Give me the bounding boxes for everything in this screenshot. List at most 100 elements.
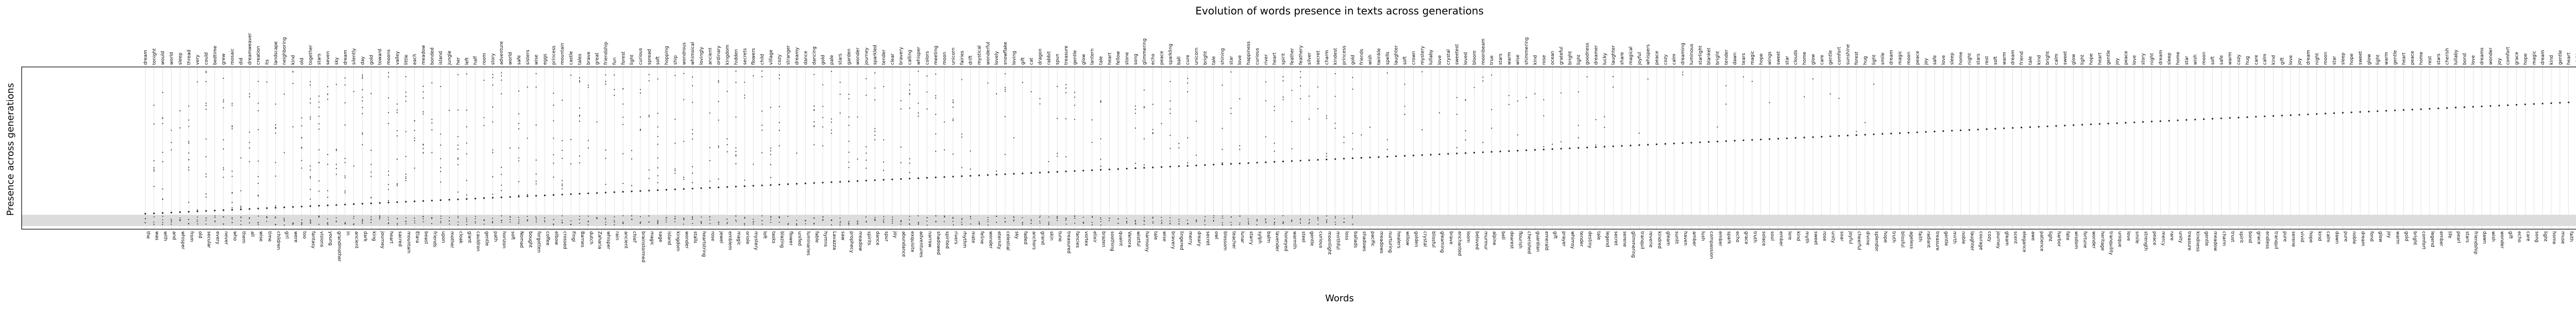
first-appearance-point [579, 193, 581, 195]
early-point [587, 221, 589, 222]
presence-point [1004, 116, 1006, 117]
presence-point [1265, 136, 1266, 138]
bottom-tick-label: prayer [1561, 231, 1566, 247]
presence-point [1230, 71, 1232, 73]
early-point [726, 218, 728, 220]
early-point [1074, 216, 1076, 217]
top-tick-label: child [760, 54, 765, 65]
top-tick-label: light [2080, 55, 2086, 65]
first-appearance-point [1160, 166, 1163, 168]
first-appearance-point [1655, 143, 1658, 145]
first-appearance-point [1873, 133, 1875, 135]
bottom-tick-label: grand [1040, 231, 1045, 245]
bottom-tick-label: calm [2326, 231, 2331, 243]
early-point [275, 216, 276, 218]
presence-point [518, 113, 520, 115]
early-point [1056, 217, 1058, 218]
presence-point [197, 209, 198, 211]
top-tick-label: joyful [1637, 52, 1642, 65]
early-point [1352, 217, 1353, 219]
presence-point [518, 157, 520, 159]
top-tick-label: night [2575, 53, 2576, 65]
top-tick-label: love [2471, 55, 2476, 65]
top-tick-label: sweet [2063, 51, 2068, 65]
bottom-tick-label: crossed [562, 231, 567, 249]
presence-point [1222, 128, 1223, 129]
early-point [1152, 217, 1154, 219]
early-point [1213, 215, 1215, 217]
presence-point [387, 184, 389, 185]
presence-point [1300, 77, 1301, 78]
presence-point [501, 75, 502, 77]
first-appearance-point [240, 208, 242, 211]
presence-point [501, 166, 502, 168]
bottom-tick-label: pacific [1370, 231, 1375, 246]
top-tick-label: silently [352, 48, 357, 65]
early-point [266, 217, 267, 218]
presence-point [1517, 100, 1518, 102]
top-tick-label: very [195, 54, 200, 65]
early-point [301, 219, 302, 220]
presence-point [387, 188, 389, 191]
first-appearance-point [926, 177, 928, 179]
presence-point [605, 158, 606, 159]
presence-point [648, 169, 650, 171]
presence-point [848, 116, 850, 118]
early-point [1022, 221, 1024, 223]
presence-point [579, 77, 581, 79]
presence-point [1178, 147, 1180, 149]
first-appearance-point [344, 203, 346, 205]
presence-point [335, 83, 337, 85]
bottom-tick-label: dawn [2482, 231, 2487, 244]
early-point [1308, 223, 1310, 225]
presence-point [1074, 118, 1076, 121]
presence-point [1404, 106, 1405, 107]
early-point [422, 215, 424, 217]
first-appearance-point [1169, 165, 1171, 168]
top-tick-label: grace [2515, 52, 2520, 65]
presence-point [761, 70, 763, 72]
bottom-tick-label: meadow [2212, 231, 2217, 251]
presence-point [1334, 123, 1336, 124]
presence-point [223, 107, 224, 109]
bottom-tick-label: vortex [1083, 231, 1089, 246]
presence-point [318, 149, 320, 150]
presence-point [848, 167, 850, 168]
top-tick-label: love [1437, 55, 1443, 65]
early-point [544, 217, 546, 219]
first-appearance-point [2325, 112, 2327, 115]
first-appearance-point [1769, 138, 1771, 140]
presence-point [1170, 81, 1171, 82]
first-appearance-point [300, 205, 303, 208]
presence-point [814, 74, 815, 75]
presence-point [761, 124, 763, 126]
top-tick-label: lovingly [699, 46, 704, 65]
early-point [1048, 224, 1049, 226]
bottom-tick-label: scent [2013, 231, 2018, 244]
early-point [205, 224, 207, 225]
top-tick-label: share [1620, 52, 1625, 65]
presence-point [866, 146, 867, 148]
early-point [1178, 223, 1180, 225]
first-appearance-point [1864, 133, 1866, 136]
early-point [492, 221, 494, 222]
bottom-tick-label: wise [1162, 231, 1167, 242]
presence-point [1725, 85, 1727, 87]
bottom-tick-label: eternity [996, 231, 1002, 250]
presence-point [310, 188, 311, 190]
top-tick-label: hope [2349, 53, 2354, 65]
top-tick-label: rest [2428, 56, 2433, 65]
early-point [466, 219, 467, 220]
top-tick-label: would [161, 51, 166, 65]
first-appearance-point [2481, 105, 2483, 108]
bottom-tick-label: Vanora [1127, 231, 1132, 247]
presence-point [344, 84, 346, 86]
top-tick-label: bloom [1472, 50, 1477, 65]
presence-point [918, 71, 919, 72]
early-point [370, 222, 371, 224]
early-point [987, 217, 989, 218]
presence-point [1143, 106, 1145, 108]
early-point [171, 220, 173, 221]
presence-point [275, 124, 276, 126]
